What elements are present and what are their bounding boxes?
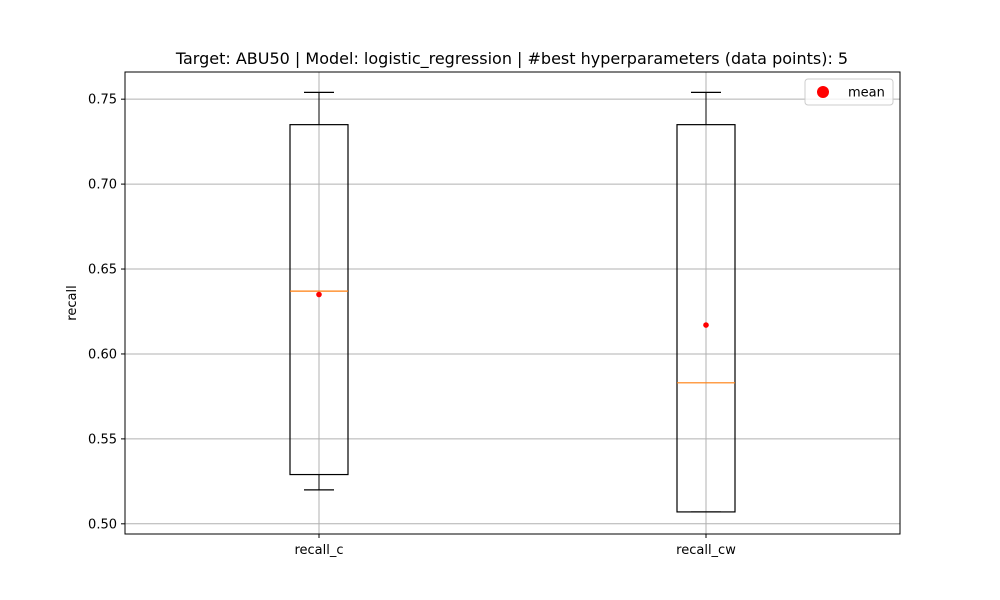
y-tick-label: 0.70 bbox=[88, 178, 117, 193]
mean-marker bbox=[703, 322, 709, 328]
box-recall_c bbox=[289, 91, 349, 491]
y-tick-label: 0.60 bbox=[88, 347, 117, 362]
y-tick-label: 0.55 bbox=[88, 432, 117, 447]
chart-title: Target: ABU50 | Model: logistic_regressi… bbox=[175, 49, 848, 69]
legend-frame bbox=[804, 78, 894, 106]
x-tick-label: recall_c bbox=[294, 543, 343, 558]
box-recall_cw bbox=[676, 91, 736, 513]
legend-mean-marker bbox=[817, 86, 829, 98]
y-axis-label: recall bbox=[65, 285, 80, 320]
axis-layer: 0.50 0.55 0.60 0.65 0.70 0.75 recall_c recall_c… bbox=[88, 93, 736, 558]
box-layer bbox=[289, 91, 736, 513]
legend-mean-label: mean bbox=[848, 86, 885, 101]
y-tick-label: 0.75 bbox=[88, 93, 117, 108]
x-tick-label: recall_cw bbox=[676, 543, 736, 558]
y-tick-label: 0.65 bbox=[88, 263, 117, 278]
mean-marker bbox=[316, 291, 322, 298]
y-tick-label: 0.50 bbox=[88, 517, 117, 532]
legend: mean bbox=[804, 78, 894, 106]
grid-layer bbox=[125, 72, 900, 534]
iqr-box bbox=[289, 124, 349, 476]
plot-frame bbox=[124, 71, 901, 535]
iqr-box bbox=[676, 124, 736, 513]
